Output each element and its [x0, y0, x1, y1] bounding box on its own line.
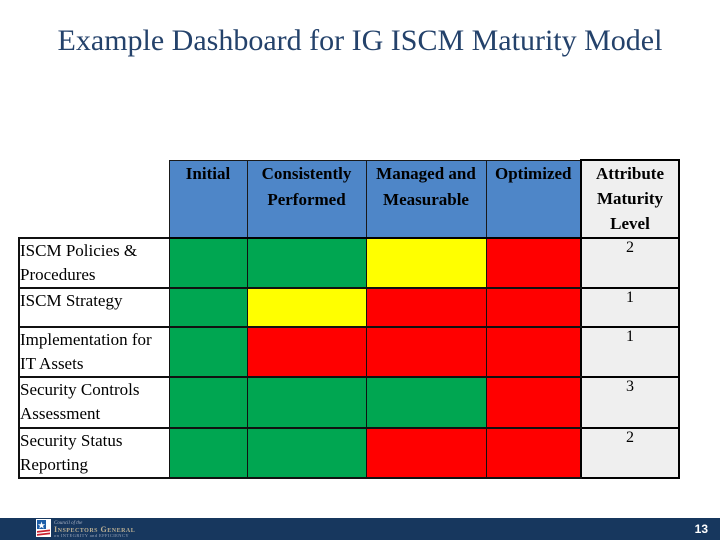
- flag-icon: [36, 519, 51, 537]
- status-cell-red: [485, 326, 582, 378]
- status-cell-green: [365, 376, 487, 429]
- row-label: ISCM Strategy: [18, 287, 170, 328]
- status-cell-green: [168, 287, 248, 328]
- header-empty-cell: [19, 160, 169, 238]
- slide-title: Example Dashboard for IG ISCM Maturity M…: [57, 24, 663, 57]
- header-row: Initial Consistently Performed Managed a…: [19, 159, 680, 239]
- status-cell-green: [246, 427, 367, 479]
- status-cell-yellow: [246, 287, 367, 328]
- status-cell-red: [365, 427, 487, 479]
- maturity-level-value: 1: [580, 287, 680, 328]
- logo-text: Council of the Inspectors General on INT…: [54, 519, 135, 539]
- column-header-initial: Initial: [168, 159, 248, 239]
- column-header-optimized: Optimized: [485, 159, 582, 239]
- column-header-consistently-performed: Consistently Performed: [246, 159, 367, 239]
- table-row: Security Controls Assessment 3: [18, 376, 680, 429]
- table-row: ISCM Policies & Procedures 2: [18, 237, 680, 289]
- maturity-level-value: 1: [580, 326, 680, 378]
- status-cell-red: [485, 376, 582, 429]
- table-body: ISCM Policies & Procedures 2 ISCM Strategy…: [18, 237, 680, 479]
- maturity-level-value: 3: [580, 376, 680, 429]
- row-label: ISCM Policies & Procedures: [18, 237, 170, 289]
- logo-line3: on INTEGRITY and EFFICIENCY: [54, 533, 130, 538]
- column-header-managed-and-measurable: Managed and Measurable: [365, 159, 487, 239]
- status-cell-green: [168, 326, 248, 378]
- status-cell-red: [485, 237, 582, 289]
- status-cell-red: [246, 326, 367, 378]
- table-row: Security Status Reporting 2: [18, 427, 680, 479]
- footer-bar: Council of the Inspectors General on INT…: [0, 518, 720, 540]
- status-cell-green: [246, 237, 367, 289]
- status-cell-red: [365, 326, 487, 378]
- row-label: Security Status Reporting: [18, 427, 170, 479]
- status-cell-red: [485, 427, 582, 479]
- column-header-attribute-maturity-level: Attribute Maturity Level: [580, 159, 680, 239]
- row-label: Implementation for IT Assets: [18, 326, 170, 378]
- status-cell-yellow: [365, 237, 487, 289]
- status-cell-red: [365, 287, 487, 328]
- maturity-level-value: 2: [580, 427, 680, 479]
- status-cell-green: [168, 376, 248, 429]
- status-cell-green: [168, 237, 248, 289]
- status-cell-green: [168, 427, 248, 479]
- logo-line1: Council of the: [54, 521, 83, 526]
- maturity-level-value: 2: [580, 237, 680, 289]
- table-row: ISCM Strategy 1: [18, 287, 680, 328]
- logo-line2: Inspectors General: [54, 525, 136, 534]
- page-number: 13: [694, 522, 708, 536]
- row-label: Security Controls Assessment: [18, 376, 170, 429]
- cigie-logo: Council of the Inspectors General on INT…: [36, 519, 135, 539]
- status-cell-green: [246, 376, 367, 429]
- maturity-dashboard-table: Initial Consistently Performed Managed a…: [18, 159, 680, 479]
- status-cell-red: [485, 287, 582, 328]
- maturity-table: Initial Consistently Performed Managed a…: [18, 159, 680, 479]
- table-row: Implementation for IT Assets 1: [18, 326, 680, 378]
